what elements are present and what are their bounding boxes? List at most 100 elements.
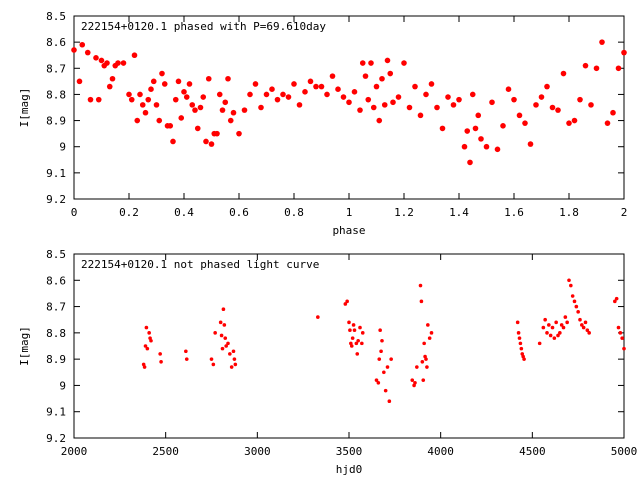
data-point xyxy=(382,370,386,375)
data-point xyxy=(500,123,506,129)
x-tick-label: 1 xyxy=(346,206,353,219)
data-point xyxy=(572,299,577,304)
data-point xyxy=(213,331,217,335)
data-point xyxy=(567,278,571,283)
data-point xyxy=(98,57,105,64)
data-point xyxy=(120,60,127,66)
data-point xyxy=(208,141,215,147)
data-point xyxy=(613,299,617,304)
data-point xyxy=(220,346,225,351)
data-point xyxy=(547,323,551,327)
data-point xyxy=(222,99,229,106)
data-point xyxy=(467,159,473,166)
data-point xyxy=(144,325,149,330)
data-point xyxy=(347,320,351,325)
data-point xyxy=(203,138,209,145)
data-point xyxy=(574,304,579,309)
data-point xyxy=(280,91,286,98)
data-point xyxy=(450,102,457,108)
data-point xyxy=(216,91,223,98)
data-point xyxy=(145,346,150,351)
data-point xyxy=(569,283,573,288)
data-point xyxy=(149,338,153,343)
data-point xyxy=(345,299,349,304)
data-point xyxy=(233,362,238,367)
data-point xyxy=(420,359,425,364)
data-point xyxy=(126,91,132,98)
data-point xyxy=(563,315,568,319)
data-point xyxy=(560,70,567,77)
data-point xyxy=(561,325,566,330)
data-point xyxy=(387,399,392,404)
data-point xyxy=(218,320,223,325)
data-point xyxy=(170,138,176,145)
data-point xyxy=(580,323,584,327)
data-point xyxy=(516,331,521,335)
data-point xyxy=(379,75,385,82)
data-point xyxy=(184,349,188,354)
data-point xyxy=(348,328,352,333)
data-point xyxy=(418,283,423,288)
data-point xyxy=(599,39,605,45)
data-point xyxy=(209,357,214,361)
data-point xyxy=(413,381,417,385)
data-point xyxy=(351,323,356,327)
data-point xyxy=(252,81,259,87)
data-point xyxy=(147,331,151,335)
data-point xyxy=(558,331,562,335)
data-point xyxy=(522,120,528,126)
chart-title: 222154+0120.1 not phased light curve xyxy=(81,258,319,271)
data-point xyxy=(71,47,77,53)
data-point xyxy=(527,141,534,147)
data-point xyxy=(137,91,143,98)
data-point xyxy=(395,94,402,100)
data-point xyxy=(79,41,86,48)
x-tick-label: 1.8 xyxy=(559,206,579,219)
data-point xyxy=(219,107,226,113)
y-tick-label: 8.6 xyxy=(46,36,66,49)
data-point xyxy=(357,107,363,113)
data-point xyxy=(106,83,113,90)
data-point xyxy=(478,136,484,142)
x-tick-label: 4500 xyxy=(519,445,546,458)
data-point xyxy=(167,123,174,129)
data-point xyxy=(472,125,479,132)
data-point xyxy=(285,94,292,100)
data-point xyxy=(153,102,160,108)
y-axis-label: I[mag] xyxy=(18,326,31,366)
chart-panel-1: 0 0.2 0.4 0.6 0.8 1 1.2 1.4 1.6 1.8 2 8.5 8.6 8.7 8.8 8… xyxy=(18,10,627,237)
x-tick-label: 0 xyxy=(71,206,78,219)
data-point xyxy=(115,60,121,66)
data-point xyxy=(516,112,523,119)
data-point xyxy=(362,73,369,79)
y-tick-label: 9.1 xyxy=(46,167,66,180)
data-point xyxy=(351,89,358,95)
data-point xyxy=(379,349,383,354)
data-point xyxy=(95,96,102,103)
y-tick-label: 9.2 xyxy=(46,193,66,206)
data-point xyxy=(349,344,354,348)
data-point xyxy=(489,99,495,106)
data-point xyxy=(109,75,116,82)
data-point xyxy=(221,307,226,312)
data-point xyxy=(410,378,415,382)
data-point xyxy=(329,73,336,79)
chart-title: 222154+0120.1 phased with P=69.610day xyxy=(81,20,326,33)
data-point xyxy=(428,81,435,87)
data-point xyxy=(172,96,179,103)
x-tick-label: 0.2 xyxy=(119,206,139,219)
data-point xyxy=(429,331,434,335)
data-point xyxy=(505,86,512,92)
data-point xyxy=(358,325,362,330)
data-point xyxy=(380,338,384,343)
data-point xyxy=(581,325,586,330)
data-point xyxy=(205,75,212,82)
data-point xyxy=(475,112,482,119)
y-tick-label: 8.8 xyxy=(46,327,66,340)
data-point xyxy=(368,60,374,66)
data-point xyxy=(228,352,232,356)
data-point xyxy=(370,104,377,111)
data-point xyxy=(150,78,157,85)
data-point xyxy=(571,117,578,124)
